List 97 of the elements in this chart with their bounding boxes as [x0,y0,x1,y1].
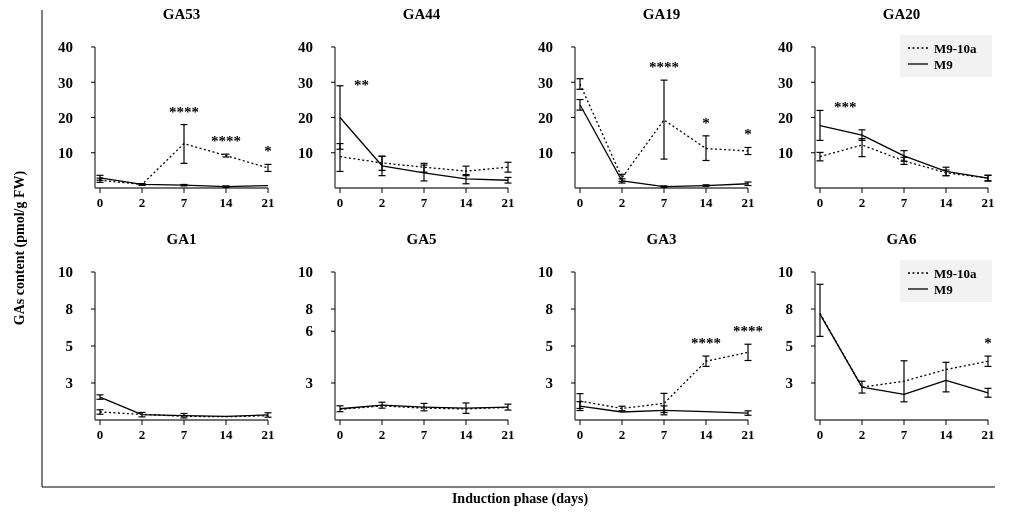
chart-title: GA5 [406,231,437,247]
legend-label: M9-10a [934,40,978,56]
y-tick-label: 20 [778,109,793,126]
x-tick-label: 21 [741,195,755,210]
y-tick-label: 40 [538,39,553,56]
x-tick-label: 7 [420,195,428,210]
y-tick-label: 10 [298,145,313,161]
x-tick-label: 7 [660,427,668,442]
x-tick-label: 21 [741,427,755,442]
y-tick-label: 8 [545,301,553,318]
y-tick-label: 20 [298,109,313,126]
y-tick-label: 10 [778,264,793,281]
x-tick-label: 21 [501,195,515,210]
y-tick-label: 10 [58,145,73,161]
y-tick-label: 10 [538,145,553,161]
x-tick-label: 21 [261,427,275,442]
y-tick-label: 10 [778,145,793,161]
y-tick-label: 5 [65,338,73,355]
y-tick-label: 10 [538,264,553,281]
annotation: **** [733,323,763,340]
y-tick-label: 8 [65,301,73,318]
x-tick-label: 7 [420,427,428,442]
x-tick-label: 21 [981,195,995,210]
x-tick-label: 7 [660,195,668,210]
x-tick-label: 0 [96,427,104,442]
x-tick-label: 7 [900,195,908,210]
y-tick-label: 10 [298,264,313,281]
x-tick-label: 14 [459,195,473,210]
x-tick-label: 21 [981,427,995,442]
annotation: * [264,143,272,160]
x-tick-label: 21 [501,427,515,442]
x-tick-label: 2 [618,427,626,442]
y-tick-label: 8 [785,301,793,318]
y-tick-label: 3 [545,375,553,392]
x-axis-title: Induction phase (days) [451,491,589,507]
x-tick-label: 2 [138,427,146,442]
y-tick-label: 5 [785,338,793,355]
annotation: *** [834,98,857,115]
x-tick-label: 2 [138,195,146,210]
x-tick-label: 0 [96,195,104,210]
x-tick-label: 2 [618,195,626,210]
chart-title: GA19 [642,6,681,22]
y-tick-label: 3 [305,375,313,392]
x-tick-label: 14 [939,427,953,442]
x-tick-label: 0 [576,195,584,210]
chart-title: GA6 [886,231,917,247]
x-tick-label: 2 [858,427,866,442]
x-tick-label: 14 [459,427,473,442]
y-tick-label: 30 [298,74,313,91]
x-tick-label: 7 [900,427,908,442]
legend-label: M9 [934,281,954,297]
x-tick-label: 0 [336,427,344,442]
x-tick-label: 7 [180,195,188,210]
y-tick-label: 10 [58,264,73,281]
y-tick-label: 6 [305,323,314,340]
x-tick-label: 7 [180,427,188,442]
annotation: * [702,114,710,131]
x-tick-label: 0 [816,427,824,442]
x-tick-label: 2 [378,427,386,442]
chart-title: GA53 [162,6,201,22]
y-tick-label: 40 [58,39,73,56]
x-tick-label: 14 [219,195,233,210]
annotation: **** [169,103,199,120]
y-tick-label: 30 [58,74,73,91]
y-tick-label: 40 [778,39,793,56]
y-tick-label: 8 [305,301,313,318]
y-tick-label: 3 [65,375,73,392]
x-tick-label: 14 [219,427,233,442]
legend-label: M9 [934,56,954,72]
y-tick-label: 20 [538,109,553,126]
x-tick-label: 14 [939,195,953,210]
x-tick-label: 14 [699,427,713,442]
x-tick-label: 14 [699,195,713,210]
chart-title: GA20 [882,6,921,22]
annotation: * [984,335,992,352]
chart-title: GA3 [646,231,677,247]
annotation: **** [649,59,679,76]
x-tick-label: 2 [858,195,866,210]
chart-title: GA1 [166,231,197,247]
annotation: **** [691,335,721,352]
y-tick-label: 20 [58,109,73,126]
y-tick-label: 5 [545,338,553,355]
y-tick-label: 40 [298,39,313,56]
y-axis-title: GAs content (pmol/g FW) [12,170,28,326]
y-tick-label: 30 [538,74,553,91]
x-tick-label: 0 [336,195,344,210]
x-tick-label: 21 [261,195,275,210]
legend-label: M9-10a [934,265,978,281]
x-tick-label: 0 [576,427,584,442]
x-tick-label: 2 [378,195,386,210]
chart-title: GA44 [402,6,441,22]
annotation: **** [211,133,241,150]
y-tick-label: 30 [778,74,793,91]
annotation: ** [354,76,369,93]
y-tick-label: 3 [785,375,793,392]
annotation: * [744,126,752,143]
x-tick-label: 0 [816,195,824,210]
